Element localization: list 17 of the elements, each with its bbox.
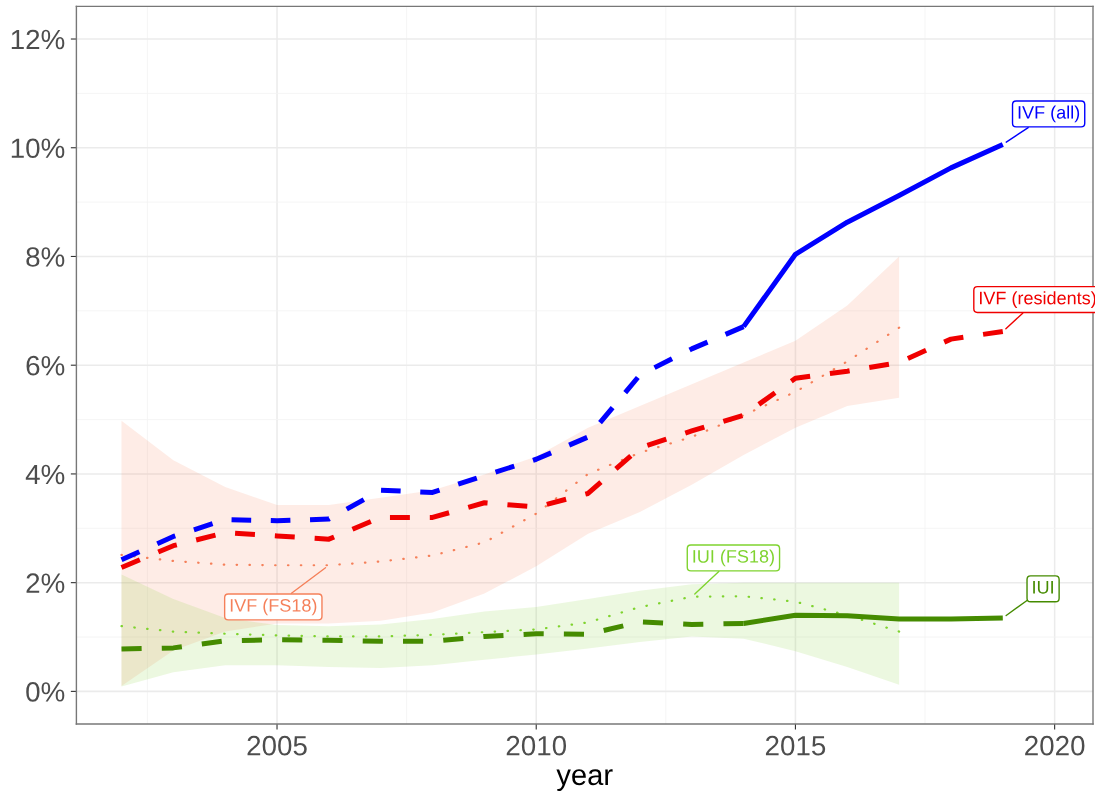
text: IUI xyxy=(1033,581,1053,594)
y-tick-label: 0% xyxy=(26,682,65,702)
x-tick-label: 2010 xyxy=(506,735,567,756)
x-tick-label: 2015 xyxy=(765,735,826,756)
x-tick-label: 2020 xyxy=(1025,735,1085,756)
x-tick-label: 2005 xyxy=(247,735,307,756)
legend-label: IVF (FS18) xyxy=(230,598,317,616)
y-tick-label: 8% xyxy=(26,247,65,267)
series-label: IVF (residents) xyxy=(979,291,1095,308)
y-tick-label: 12% xyxy=(11,29,65,50)
y-tick-label: 4% xyxy=(25,464,65,485)
series-label: IUI (FS18) xyxy=(693,549,774,567)
series-label: IVF (all) xyxy=(1018,105,1080,123)
y-tick-label: 6% xyxy=(26,355,65,376)
y-tick-label: 2% xyxy=(26,573,65,593)
x-axis-title: year xyxy=(556,769,613,791)
y-tick-label: 10% xyxy=(11,138,65,159)
